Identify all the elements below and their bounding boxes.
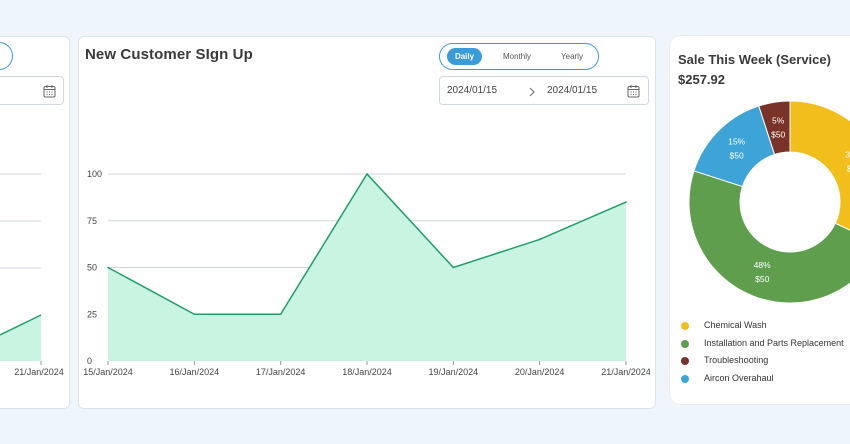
slice-percent-label: 5% <box>772 115 785 125</box>
slice-value-label: $50 <box>755 274 769 284</box>
tab-yearly[interactable]: Yearly <box>561 52 583 61</box>
data-point <box>538 238 541 241</box>
date-range-picker[interactable]: 2024/01/15 2024/01/15 <box>439 76 649 105</box>
period-toggle[interactable]: Daily Monthly Yearly <box>439 43 599 70</box>
x-tick-label: 16/Jan/2024 <box>170 367 220 377</box>
x-tick-label: 18/Jan/2024 <box>342 367 392 377</box>
pie-title: Sale This Week (Service) <box>678 52 831 67</box>
pie-slice[interactable] <box>688 170 850 304</box>
x-tick-label: 17/Jan/2024 <box>256 367 306 377</box>
x-tick-label: 15/Jan/2024 <box>83 367 133 377</box>
data-point <box>279 313 282 316</box>
pie-slice[interactable] <box>789 100 850 245</box>
x-tick-label: 21/Jan/2024 <box>601 367 650 377</box>
left-date-picker[interactable]: 5 <box>0 76 64 105</box>
legend-label: Installation and Parts Replacement <box>704 337 844 348</box>
end-date[interactable]: 2024/01/15 <box>547 85 598 96</box>
calendar-icon[interactable] <box>43 84 56 103</box>
slice-percent-label: 15% <box>728 137 745 147</box>
y-tick-label: 25 <box>87 309 97 319</box>
signup-area-chart: 0 25 50 75 100 15/Jan/2024 16/Jan/2024 17/Jan/2… <box>83 169 650 377</box>
calendar-icon[interactable] <box>627 84 640 103</box>
signup-chart-title: New Customer SIgn Up <box>85 46 253 63</box>
left-chart: 21/Jan/2024 <box>0 173 64 377</box>
pie-total: $257.92 <box>678 72 725 87</box>
left-x-tick: 21/Jan/2024 <box>14 367 64 377</box>
tab-daily[interactable]: Daily <box>447 48 482 65</box>
data-point <box>366 173 368 175</box>
y-tick-label: 75 <box>87 216 97 226</box>
tab-monthly[interactable]: Monthly <box>502 52 531 61</box>
pie-slice[interactable] <box>758 100 791 156</box>
sales-donut-chart: 32% $50 48% $50 15% $50 5% $50 <box>688 100 850 304</box>
data-point <box>452 266 455 269</box>
legend-dot-icon <box>681 322 689 330</box>
slice-value-label: $50 <box>771 129 785 139</box>
chevron-right-icon <box>528 85 536 103</box>
y-tick-label: 50 <box>87 263 97 273</box>
legend-label: Chemical Wash <box>704 320 767 330</box>
legend-dot-icon <box>681 357 689 365</box>
legend-label: Aircon Overahaul <box>704 372 774 383</box>
legend-dot-icon <box>681 374 689 383</box>
slice-percent-label: 32% <box>845 150 850 160</box>
x-tick-label: 20/Jan/2024 <box>515 367 565 377</box>
y-tick-label: 0 <box>87 356 92 366</box>
slice-value-label: $50 <box>730 151 744 161</box>
data-point <box>193 313 196 316</box>
legend-label: Troubleshooting <box>704 355 769 365</box>
data-point <box>625 201 627 203</box>
x-tick-label: 19/Jan/2024 <box>429 367 479 377</box>
slice-percent-label: 48% <box>754 260 771 270</box>
y-tick-label: 100 <box>87 169 102 179</box>
start-date[interactable]: 2024/01/15 <box>447 85 498 96</box>
legend-dot-icon <box>681 339 689 348</box>
slice-value-label: $50 <box>847 164 850 174</box>
data-point <box>107 266 109 269</box>
